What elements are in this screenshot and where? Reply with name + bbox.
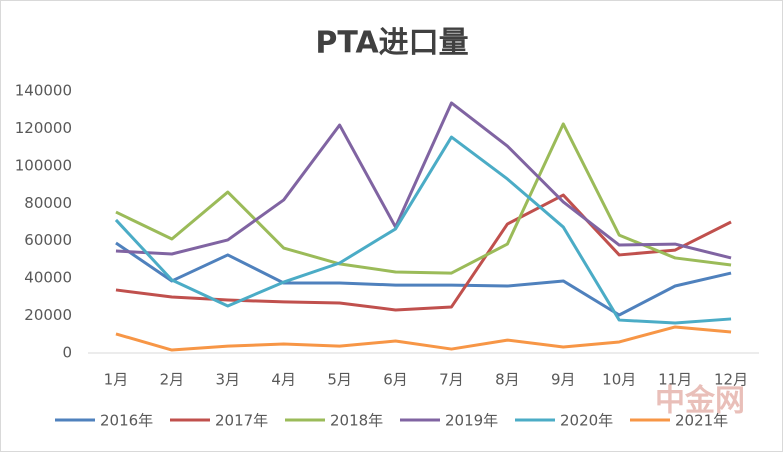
watermark: 中金网 xyxy=(655,384,745,419)
x-tick-label: 6月 xyxy=(383,371,408,389)
y-tick-label: 60000 xyxy=(24,231,72,249)
x-tick-label: 9月 xyxy=(551,371,576,389)
series-line xyxy=(115,193,732,312)
series-line xyxy=(115,241,732,317)
legend-label: 2021年 xyxy=(675,412,728,430)
x-tick-label: 3月 xyxy=(216,371,241,389)
y-tick-label: 100000 xyxy=(15,156,72,174)
x-tick-label: 8月 xyxy=(495,371,520,389)
y-tick-label: 0 xyxy=(62,344,72,362)
chart-title: PTA进口量 xyxy=(315,26,468,61)
x-tick-label: 12月 xyxy=(714,371,748,389)
x-tick-label: 11月 xyxy=(658,371,692,389)
legend-label: 2016年 xyxy=(100,412,153,430)
x-tick-label: 1月 xyxy=(104,371,129,389)
y-tick-label: 40000 xyxy=(24,269,72,287)
series-line xyxy=(114,135,732,325)
x-tick-label: 5月 xyxy=(327,371,352,389)
y-tick-label: 20000 xyxy=(24,306,72,324)
series-line xyxy=(115,325,732,352)
x-tick-label: 4月 xyxy=(271,371,296,389)
legend-label: 2018年 xyxy=(330,412,383,430)
y-tick-label: 140000 xyxy=(15,82,72,100)
legend-label: 2020年 xyxy=(560,412,613,430)
series-line xyxy=(115,101,732,260)
x-tick-label: 7月 xyxy=(439,371,464,389)
series-line xyxy=(115,122,732,275)
legend-label: 2019年 xyxy=(445,412,498,430)
legend-label: 2017年 xyxy=(215,412,268,430)
x-tick-label: 10月 xyxy=(602,371,636,389)
y-tick-label: 80000 xyxy=(24,194,72,212)
y-tick-label: 120000 xyxy=(15,119,72,137)
x-tick-label: 2月 xyxy=(160,371,185,389)
